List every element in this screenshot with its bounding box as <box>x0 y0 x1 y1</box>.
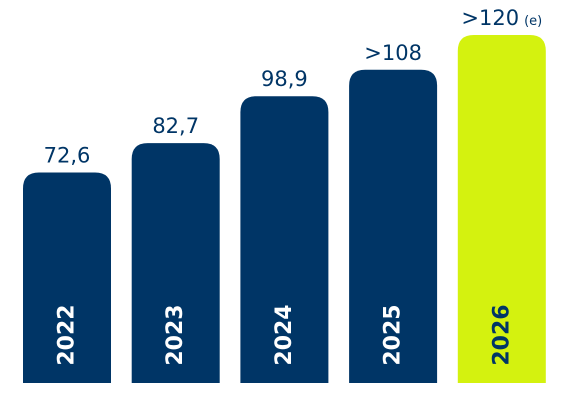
category-label-2023: 2023 <box>163 304 188 365</box>
category-label-2022: 2022 <box>55 304 80 365</box>
value-label-2025: >108 <box>364 41 422 65</box>
value-label-2023: 82,7 <box>152 114 199 138</box>
value-label-2024: 98,9 <box>261 67 308 91</box>
value-label-2026: >120(e) <box>461 6 542 30</box>
category-label-2025: 2025 <box>381 304 406 365</box>
value-label-2022: 72,6 <box>44 143 91 167</box>
category-label-2026: 2026 <box>489 304 514 365</box>
category-label-2024: 2024 <box>272 304 297 365</box>
